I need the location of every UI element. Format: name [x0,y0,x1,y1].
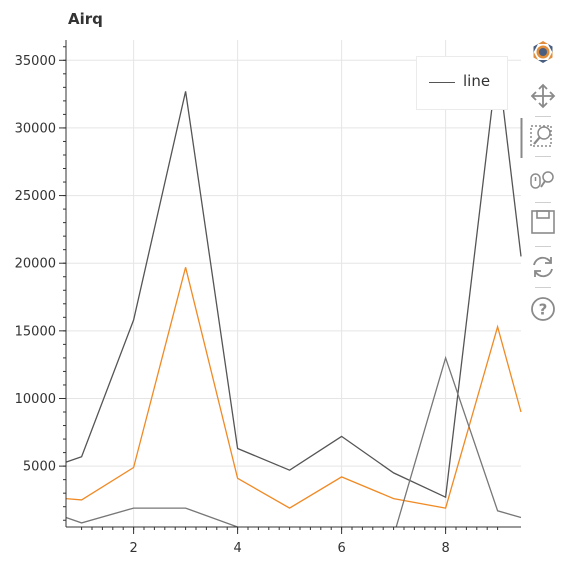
y-tick-label: 30000 [15,121,56,136]
help-icon[interactable]: ? [529,295,557,323]
series-line-1 [65,60,522,499]
toolbar-separator [535,246,551,247]
legend: line [416,56,508,110]
x-tick-label: 6 [337,541,345,556]
toolbar-separator [535,287,551,288]
reset-icon[interactable] [529,253,557,281]
series-line-3 [65,507,238,528]
grid-layer [66,40,521,527]
legend-swatch-line [429,82,455,83]
pan-icon[interactable] [529,82,557,110]
x-tick-label: 8 [441,541,449,556]
toolbar-separator [535,156,551,157]
chart-title: Airq [68,10,103,28]
bokeh-logo-icon[interactable] [529,38,557,66]
series-line-2 [65,267,522,509]
svg-text:?: ? [539,301,548,319]
y-tick-label: 5000 [23,460,56,475]
toolbar-separator [535,116,551,117]
toolbar-separator [535,202,551,203]
x-tick-label: 4 [233,541,241,556]
legend-label-line: line [463,72,491,90]
y-tick-label: 25000 [15,189,56,204]
y-tick-label: 10000 [15,392,56,407]
box-zoom-icon[interactable] [529,122,557,150]
save-icon[interactable] [529,208,557,236]
y-tick-label: 15000 [15,324,56,339]
series-layer [65,60,522,528]
axis-layer: 2 4 6 8 5000 10000 15000 20000 25000 30000 35000 [15,40,523,556]
wheel-zoom-icon[interactable] [529,166,557,194]
y-tick-label: 20000 [15,257,56,272]
plot-background [66,40,521,527]
y-tick-label: 35000 [15,54,56,69]
series-line-4 [395,355,522,528]
x-tick-label: 2 [129,541,137,556]
